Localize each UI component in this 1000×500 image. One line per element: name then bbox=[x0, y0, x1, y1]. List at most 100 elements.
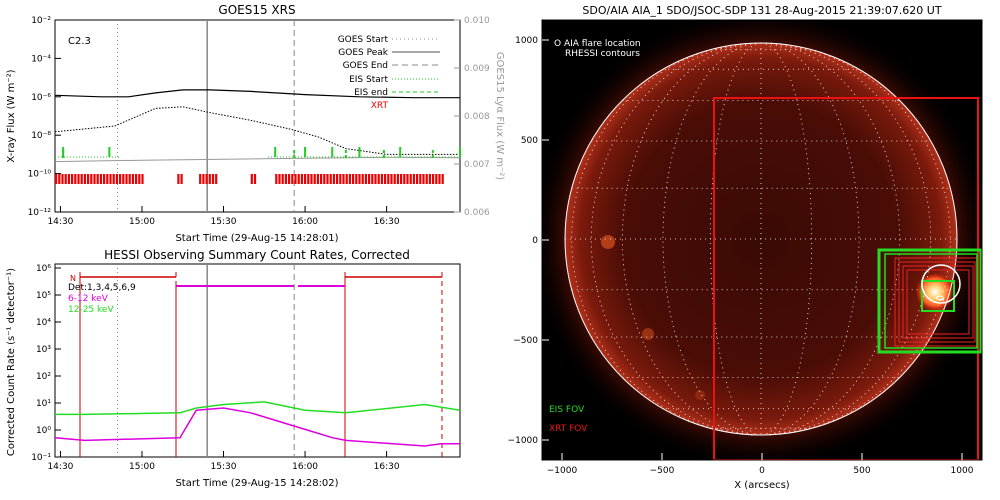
goes-xlabel: Start Time (29-Aug-15 14:28:01) bbox=[175, 233, 338, 244]
goes-yticks-right: 0.010 0.009 0.008 0.007 0.006 bbox=[454, 16, 490, 218]
sun-yticks: 1000 500 0 −500 −1000 bbox=[508, 36, 549, 446]
hessi-legend-label: 6-12 keV bbox=[68, 294, 109, 304]
xrt-bar bbox=[284, 174, 287, 184]
goes-ytick-right-label: 0.007 bbox=[464, 160, 490, 170]
xrt-fov-box bbox=[713, 97, 979, 460]
xrt-bar bbox=[112, 174, 115, 184]
xrt-bar bbox=[67, 174, 70, 184]
xrt-bar bbox=[329, 174, 332, 184]
sun-legend-aia: O AIA flare location bbox=[554, 39, 641, 49]
xrt-bar bbox=[355, 174, 358, 184]
xrt-bar bbox=[396, 174, 399, 184]
xrt-bar bbox=[416, 174, 419, 184]
hessi-ytick-label: 10⁰ bbox=[36, 426, 51, 436]
goes-legend-label: EIS Start bbox=[349, 75, 388, 85]
xrt-bar bbox=[250, 174, 253, 184]
xrt-bar bbox=[177, 174, 180, 184]
xrt-bar bbox=[390, 174, 393, 184]
goes-ytick-left-label: 10⁻¹² bbox=[28, 208, 52, 218]
hessi-ytick-label: 10² bbox=[36, 372, 51, 382]
xrt-bar bbox=[93, 174, 96, 184]
xrt-bar bbox=[425, 174, 428, 184]
eis-fov-box bbox=[877, 248, 982, 354]
eis-fov-box bbox=[921, 280, 955, 312]
hessi-xtick-label: 16:00 bbox=[292, 462, 318, 472]
xrt-bar bbox=[320, 174, 323, 184]
goes-panel: GOES15 XRS C2.3 10⁻²10⁻⁴10⁻⁶10⁻⁸10⁻¹⁰10⁻… bbox=[6, 3, 505, 244]
goes-series-line bbox=[54, 89, 460, 99]
xrt-bar bbox=[326, 174, 329, 184]
xrt-bar bbox=[80, 174, 83, 184]
hessi-xtick-label: 16:30 bbox=[374, 462, 400, 472]
xrt-bar bbox=[74, 174, 77, 184]
xrt-bar bbox=[103, 174, 106, 184]
xrt-bar bbox=[393, 174, 396, 184]
sun-legend-rhessi: RHESSI contours bbox=[565, 49, 640, 59]
xrt-bar bbox=[336, 174, 339, 184]
goes-ytick-left-label: 10⁻¹⁰ bbox=[28, 170, 52, 180]
hessi-panel: HESSI Observing Summary Count Rates, Cor… bbox=[6, 248, 461, 489]
goes-ytick-right-label: 0.008 bbox=[464, 112, 490, 122]
goes-xtick-label: 15:30 bbox=[211, 217, 237, 227]
longitude-line bbox=[760, 42, 813, 436]
hessi-xlabel: Start Time (29-Aug-15 14:28:02) bbox=[175, 478, 338, 489]
goes-xtick-label: 14:30 bbox=[47, 217, 73, 227]
goes-xrt-bars bbox=[55, 174, 444, 184]
longitude-line bbox=[709, 42, 762, 436]
hessi-ytick-label: 10⁻¹ bbox=[31, 453, 51, 463]
xrt-fov-box bbox=[898, 261, 976, 343]
xrt-bar bbox=[115, 174, 118, 184]
goes-title: GOES15 XRS bbox=[218, 3, 295, 17]
xrt-bar bbox=[64, 174, 67, 184]
xrt-bar bbox=[406, 174, 409, 184]
xrt-bar bbox=[377, 174, 380, 184]
goes-legend-label: XRT bbox=[371, 101, 389, 111]
goes-ytick-left-label: 10⁻² bbox=[31, 16, 51, 26]
goes-legend-label: GOES End bbox=[343, 61, 388, 71]
xrt-bar bbox=[125, 174, 128, 184]
goes-series-line bbox=[54, 156, 461, 163]
hessi-ytick-label: 10³ bbox=[36, 345, 51, 355]
goes-ytick-left-label: 10⁻⁸ bbox=[31, 131, 51, 141]
xrt-bar bbox=[119, 174, 122, 184]
xrt-bar bbox=[288, 174, 291, 184]
hessi-series-line bbox=[55, 401, 461, 416]
xrt-bar bbox=[199, 174, 202, 184]
sun-legend-eis-fov: EIS FOV bbox=[549, 405, 585, 415]
xrt-bar bbox=[208, 174, 211, 184]
hessi-ytick-label: 10¹ bbox=[36, 399, 51, 409]
active-region bbox=[695, 390, 705, 400]
hessi-xtick-label: 15:00 bbox=[129, 462, 155, 472]
xrt-bar bbox=[275, 174, 278, 184]
xrt-bar bbox=[61, 174, 64, 184]
xrt-bar bbox=[96, 174, 99, 184]
hessi-event-lines bbox=[79, 264, 443, 457]
hessi-ylabel: Corrected Count Rate (s⁻¹ detector⁻¹) bbox=[6, 268, 17, 456]
xrt-bar bbox=[87, 174, 90, 184]
goes-plot-frame bbox=[54, 19, 461, 213]
xrt-bar bbox=[141, 174, 144, 184]
xrt-bar bbox=[419, 174, 422, 184]
goes-xtick-label: 16:00 bbox=[292, 217, 318, 227]
xrt-bar bbox=[361, 174, 364, 184]
hessi-legend-label: Det:1,3,4,5,6,9 bbox=[68, 283, 136, 293]
goes-yticks-left: 10⁻² 10⁻⁴ 10⁻⁶ 10⁻⁸ 10⁻¹⁰ 10⁻¹² bbox=[28, 16, 61, 218]
xrt-bar bbox=[106, 174, 109, 184]
sun-ytick-label: 500 bbox=[521, 136, 538, 146]
xrt-bar bbox=[339, 174, 342, 184]
hessi-xtick-label: 15:30 bbox=[211, 462, 237, 472]
sun-ytick-label: −1000 bbox=[508, 436, 539, 446]
rhessi-contour bbox=[938, 298, 945, 302]
xrt-bar bbox=[55, 174, 58, 184]
xrt-bar bbox=[403, 174, 406, 184]
xrt-bar bbox=[438, 174, 441, 184]
heliographic-grid bbox=[565, 42, 957, 436]
sun-xtick-label: 500 bbox=[853, 466, 870, 476]
aia-flare-location-marker bbox=[921, 264, 961, 304]
xrt-bar bbox=[77, 174, 80, 184]
xrt-bar bbox=[323, 174, 326, 184]
hessi-legend-label: 12-25 keV bbox=[68, 305, 114, 315]
xrt-bar bbox=[332, 174, 335, 184]
hessi-xticks: 14:30 15:00 15:30 16:00 16:30 bbox=[47, 451, 400, 472]
